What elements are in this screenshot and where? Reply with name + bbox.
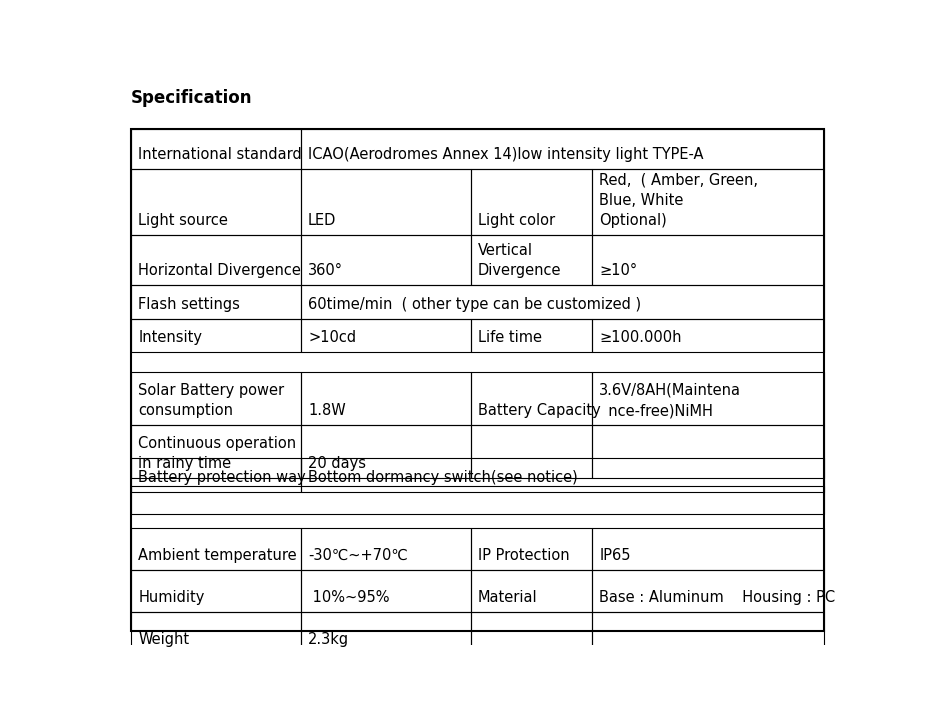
Text: 1.8W: 1.8W	[308, 403, 346, 418]
Text: Horizontal Divergence: Horizontal Divergence	[138, 263, 301, 278]
Bar	[130, 372, 301, 425]
Text: Continuous operation
in rainy time: Continuous operation in rainy time	[138, 436, 296, 471]
Bar	[130, 285, 301, 319]
Text: Red,  ( Amber, Green,
Blue, White
Optional): Red, ( Amber, Green, Blue, White Optiona…	[599, 173, 759, 228]
Bar	[130, 486, 825, 514]
Bar	[130, 612, 301, 654]
Bar	[130, 169, 301, 235]
Text: ICAO(Aerodromes Annex 14)low intensity light TYPE-A: ICAO(Aerodromes Annex 14)low intensity l…	[308, 147, 704, 162]
Bar	[592, 319, 825, 352]
Text: 10%~95%: 10%~95%	[308, 590, 390, 605]
Text: Battery Capacity: Battery Capacity	[478, 403, 601, 418]
Bar	[471, 528, 592, 570]
Bar	[301, 372, 471, 425]
Bar	[592, 169, 825, 235]
Text: Vertical
Divergence: Vertical Divergence	[478, 243, 561, 278]
Text: 60time/min  ( other type can be customized ): 60time/min ( other type can be customize…	[308, 297, 641, 312]
Bar	[130, 319, 301, 352]
Text: Material: Material	[478, 590, 538, 605]
Text: Weight: Weight	[138, 632, 189, 647]
Bar	[592, 425, 825, 478]
Bar	[301, 528, 471, 570]
Text: Base : Aluminum    Housing : PC: Base : Aluminum Housing : PC	[599, 590, 835, 605]
Bar	[301, 458, 825, 492]
Text: Bottom dormancy switch(see notice): Bottom dormancy switch(see notice)	[308, 470, 578, 485]
Text: Solar Battery power
consumption: Solar Battery power consumption	[138, 383, 284, 418]
Text: Light color: Light color	[478, 213, 555, 228]
Bar	[592, 570, 825, 612]
Bar	[130, 235, 301, 285]
Text: Intensity: Intensity	[138, 331, 202, 346]
Bar	[471, 319, 592, 352]
Bar	[471, 612, 592, 654]
Text: 360°: 360°	[308, 263, 343, 278]
Bar	[592, 235, 825, 285]
Bar	[301, 425, 471, 478]
Bar	[592, 528, 825, 570]
Text: Ambient temperature: Ambient temperature	[138, 548, 296, 563]
Bar	[301, 285, 825, 319]
Bar	[130, 129, 301, 169]
Text: LED: LED	[308, 213, 336, 228]
Bar	[301, 235, 471, 285]
Bar	[471, 425, 592, 478]
Bar	[301, 612, 471, 654]
Bar	[471, 570, 592, 612]
Bar	[471, 169, 592, 235]
Text: ≥10°: ≥10°	[599, 263, 637, 278]
Bar	[130, 528, 301, 570]
Text: Specification: Specification	[130, 88, 253, 107]
Text: Flash settings: Flash settings	[138, 297, 240, 312]
Text: >10cd: >10cd	[308, 331, 356, 346]
Bar	[471, 372, 592, 425]
Text: 2.3kg: 2.3kg	[308, 632, 350, 647]
Bar	[301, 129, 825, 169]
Text: ≥100.000h: ≥100.000h	[599, 331, 682, 346]
Text: 20 days: 20 days	[308, 456, 366, 471]
Text: Humidity: Humidity	[138, 590, 204, 605]
Bar	[301, 319, 471, 352]
Bar	[301, 570, 471, 612]
Text: Light source: Light source	[138, 213, 228, 228]
Text: International standard: International standard	[138, 147, 302, 162]
Bar	[130, 570, 301, 612]
Text: IP Protection: IP Protection	[478, 548, 569, 563]
Bar	[130, 458, 301, 492]
Text: Life time: Life time	[478, 331, 541, 346]
Bar	[592, 372, 825, 425]
Text: -30℃~+70℃: -30℃~+70℃	[308, 548, 408, 563]
Bar	[130, 425, 301, 478]
Bar	[592, 612, 825, 654]
Bar	[471, 235, 592, 285]
Text: 3.6V/8AH(Maintena
  nce-free)NiMH: 3.6V/8AH(Maintena nce-free)NiMH	[599, 383, 741, 418]
Text: IP65: IP65	[599, 548, 631, 563]
Bar	[301, 169, 471, 235]
Text: Battery protection way: Battery protection way	[138, 470, 306, 485]
